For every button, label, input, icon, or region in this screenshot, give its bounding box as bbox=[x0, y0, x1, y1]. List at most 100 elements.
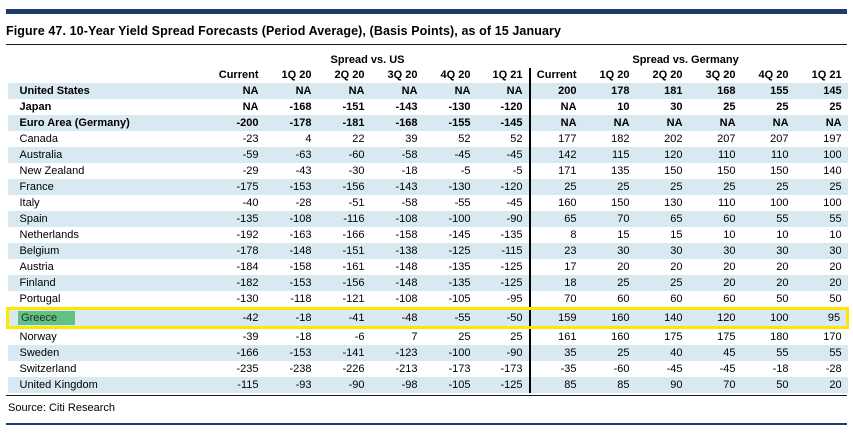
value-cell: -50 bbox=[476, 307, 530, 329]
value-cell: -60 bbox=[613, 363, 630, 375]
value-cell: -156 bbox=[342, 181, 365, 193]
value-cell: -151 bbox=[342, 101, 365, 113]
value-cell: 25 bbox=[617, 181, 630, 193]
value-cell: -29 bbox=[242, 165, 259, 177]
value-cell: 25 bbox=[458, 331, 471, 343]
value-cell: 52 bbox=[458, 133, 471, 145]
value-cell: -161 bbox=[342, 261, 365, 273]
value-cell: -115 bbox=[501, 245, 523, 257]
value-cell: NA bbox=[401, 85, 418, 97]
value-cell: -58 bbox=[401, 197, 418, 209]
value-cell: 45 bbox=[723, 347, 736, 359]
table-row-greece: Greece -42 -18 -41 -48 -55 -50 159 160 140 120 100 9… bbox=[6, 307, 850, 329]
value-cell: 25 bbox=[829, 181, 842, 193]
corner-cell bbox=[8, 68, 212, 83]
value-cell: 50 bbox=[776, 379, 789, 391]
value-cell: 178 bbox=[611, 85, 630, 97]
value-cell: 181 bbox=[664, 85, 683, 97]
value-cell: -28 bbox=[825, 363, 842, 375]
country-cell: Portugal bbox=[19, 293, 61, 305]
value-cell: 170 bbox=[823, 331, 842, 343]
value-cell: 25 bbox=[617, 347, 630, 359]
value-cell: -100 bbox=[448, 213, 471, 225]
greece-label-highlight: Greece bbox=[18, 311, 76, 325]
value-cell: 25 bbox=[723, 181, 736, 193]
value-cell: -98 bbox=[401, 379, 418, 391]
country-cell: Finland bbox=[19, 277, 56, 289]
value-cell: 25 bbox=[723, 101, 736, 113]
value-cell: 50 bbox=[829, 293, 842, 305]
value-cell: NA bbox=[506, 85, 523, 97]
value-cell: 10 bbox=[776, 229, 789, 241]
country-cell: Canada bbox=[19, 133, 59, 145]
table-row-finland: Finland -182 -153 -156 -148 -135 -125 18 25 25 20 2… bbox=[7, 275, 848, 291]
source-note: Source: Citi Research bbox=[8, 402, 115, 414]
country-cell: Netherlands bbox=[19, 229, 79, 241]
value-cell: 52 bbox=[510, 133, 523, 145]
value-cell: 70 bbox=[723, 379, 736, 391]
value-cell: 150 bbox=[664, 165, 683, 177]
value-cell: -138 bbox=[395, 245, 418, 257]
col-header-de-current: Current bbox=[528, 68, 583, 83]
value-cell: -125 bbox=[448, 245, 471, 257]
value-cell: -192 bbox=[236, 229, 259, 241]
value-cell: 55 bbox=[776, 213, 789, 225]
value-cell: -5 bbox=[512, 165, 523, 177]
value-cell: NA bbox=[242, 101, 259, 113]
group-header-spread-vs-germany: Spread vs. Germany bbox=[632, 54, 739, 66]
value-cell: -182 bbox=[236, 277, 259, 289]
value-cell: 30 bbox=[829, 245, 842, 257]
value-cell: 70 bbox=[617, 213, 630, 225]
value-cell: 15 bbox=[617, 229, 630, 241]
value-cell: 140 bbox=[635, 307, 689, 329]
country-cell: Switzerland bbox=[19, 363, 77, 375]
value-cell: 40 bbox=[670, 347, 683, 359]
value-cell: 85 bbox=[617, 379, 630, 391]
value-cell: 110 bbox=[717, 149, 736, 161]
value-cell: 100 bbox=[823, 149, 842, 161]
value-cell: -35 bbox=[528, 361, 583, 377]
value-cell: -168 bbox=[289, 101, 312, 113]
table-row-austria: Austria -184 -158 -161 -148 -135 -125 17 20 20 20 2… bbox=[8, 259, 848, 275]
value-cell: 55 bbox=[829, 213, 842, 225]
value-cell: 150 bbox=[770, 165, 789, 177]
value-cell: -125 bbox=[500, 379, 523, 391]
value-cell: 197 bbox=[823, 133, 842, 145]
table-row-japan: Japan NA -168 -151 -143 -130 -120 NA 10 30 25 25 25 bbox=[8, 99, 848, 115]
value-cell: -58 bbox=[401, 149, 418, 161]
value-cell: 30 bbox=[670, 245, 683, 257]
country-cell: Belgium bbox=[19, 245, 60, 257]
value-cell: 22 bbox=[352, 133, 365, 145]
value-cell: -235 bbox=[236, 363, 259, 375]
value-cell: -55 bbox=[423, 307, 477, 329]
table-row-united-kingdom: United Kingdom -115 -93 -90 -98 -105 -125 85 85 9… bbox=[7, 377, 848, 393]
table-row-italy: Italy -40 -28 -51 -58 -55 -45 160 150 130 110 100 10… bbox=[8, 195, 848, 211]
value-cell: -145 bbox=[500, 117, 523, 129]
value-cell: 130 bbox=[664, 197, 683, 209]
value-cell: -135 bbox=[448, 277, 471, 289]
value-cell: -93 bbox=[295, 379, 312, 391]
country-cell: Greece bbox=[6, 307, 212, 329]
value-cell: -60 bbox=[348, 149, 365, 161]
table-row-sweden: Sweden -166 -153 -141 -123 -100 -90 35 25 40 45 55 5… bbox=[7, 345, 848, 361]
value-cell: -59 bbox=[242, 149, 259, 161]
value-cell: -115 bbox=[237, 379, 259, 391]
value-cell: 161 bbox=[528, 327, 583, 345]
value-cell: -18 bbox=[401, 165, 418, 177]
value-cell: 8 bbox=[528, 227, 583, 243]
value-cell: 110 bbox=[717, 197, 736, 209]
value-cell: 140 bbox=[823, 165, 842, 177]
country-cell: United States bbox=[19, 85, 90, 97]
value-cell: 168 bbox=[717, 85, 736, 97]
col-header-us-1q20: 1Q 20 bbox=[281, 69, 312, 81]
value-cell: 159 bbox=[528, 307, 583, 329]
country-cell: Spain bbox=[19, 213, 48, 225]
value-cell: 142 bbox=[528, 147, 583, 163]
value-cell: 177 bbox=[528, 131, 583, 147]
value-cell: 120 bbox=[688, 307, 742, 329]
value-cell: 60 bbox=[723, 213, 736, 225]
country-cell: Norway bbox=[19, 331, 57, 343]
yield-spread-table: Spread vs. US Spread vs. Germany Current… bbox=[6, 53, 850, 393]
country-cell: New Zealand bbox=[19, 165, 85, 177]
table-row-switzerland: Switzerland -235 -238 -226 -213 -173 -173 -35 -6… bbox=[8, 361, 848, 377]
